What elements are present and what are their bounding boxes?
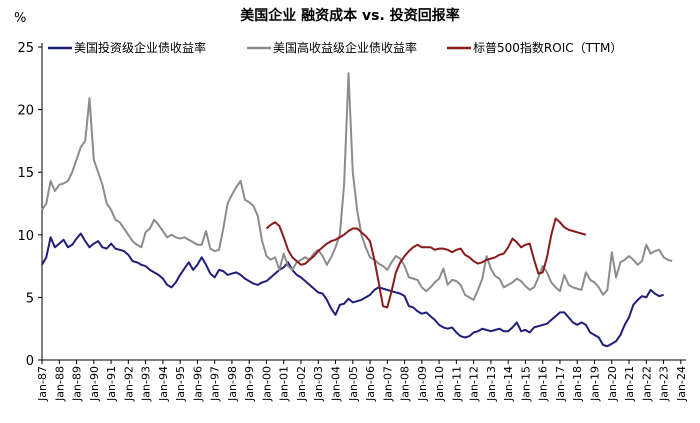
- x-tick-label: Jan-02: [295, 366, 308, 402]
- x-tick-label: Jan-11: [450, 366, 463, 402]
- x-tick-label: Jan-95: [174, 366, 187, 402]
- x-tick-label: Jan-03: [312, 366, 325, 402]
- x-tick-label: Jan-99: [243, 366, 256, 402]
- axes: [41, 43, 686, 361]
- x-tick-label: Jan-21: [623, 366, 636, 402]
- x-tick-label: Jan-10: [433, 366, 446, 402]
- y-tick-label: 20: [17, 104, 34, 119]
- x-tick-label: Jan-19: [588, 366, 601, 402]
- y-tick-label: 10: [17, 229, 34, 244]
- x-tick-label: Jan-16: [537, 366, 550, 402]
- legend: 美国投资级企业债收益率 美国高收益级企业债收益率 标普500指数ROIC（TTM）: [48, 40, 622, 55]
- x-tick-label: Jan-20: [606, 366, 619, 402]
- x-tick-label: Jan-14: [502, 366, 515, 402]
- y-axis-ticks: 0 5 10 15 20 25: [17, 41, 42, 369]
- y-tick-label: 25: [17, 41, 34, 56]
- x-tick-label: Jan-97: [209, 366, 222, 402]
- x-tick-label: Jan-00: [260, 366, 273, 402]
- series-lines: [41, 72, 673, 348]
- x-tick-label: Jan-88: [53, 366, 66, 402]
- legend-label-0: 美国投资级企业债收益率: [74, 40, 206, 55]
- x-tick-label: Jan-91: [105, 366, 118, 402]
- x-tick-label: Jan-09: [416, 366, 429, 402]
- x-tick-label: Jan-98: [226, 366, 239, 402]
- y-axis-label: %: [14, 11, 26, 26]
- x-tick-label: Jan-07: [381, 366, 394, 402]
- x-tick-label: Jan-17: [554, 366, 567, 402]
- series-line-2: [265, 217, 587, 309]
- y-tick-label: 5: [26, 291, 34, 306]
- x-tick-label: Jan-94: [157, 366, 170, 402]
- y-tick-label: 0: [26, 354, 34, 369]
- x-tick-label: Jan-08: [399, 366, 412, 402]
- series-line-0: [41, 232, 664, 348]
- x-tick-label: Jan-89: [71, 366, 84, 402]
- legend-label-1: 美国高收益级企业债收益率: [273, 40, 417, 55]
- x-tick-label: Jan-06: [364, 366, 377, 402]
- x-tick-label: Jan-22: [640, 366, 653, 402]
- x-tick-label: Jan-87: [36, 366, 49, 402]
- x-tick-label: Jan-04: [330, 366, 343, 402]
- legend-label-2: 标普500指数ROIC（TTM）: [473, 40, 622, 55]
- x-tick-label: Jan-93: [140, 366, 153, 402]
- x-tick-label: Jan-15: [519, 366, 532, 402]
- x-tick-label: Jan-13: [485, 366, 498, 402]
- x-tick-label: Jan-18: [571, 366, 584, 402]
- x-tick-label: Jan-92: [122, 366, 135, 402]
- x-tick-label: Jan-96: [191, 366, 204, 402]
- x-tick-label: Jan-01: [278, 366, 291, 402]
- x-tick-label: Jan-90: [88, 366, 101, 402]
- y-tick-label: 15: [17, 166, 34, 181]
- series-line-1: [41, 72, 673, 301]
- x-axis-ticks: Jan-87 Jan-88 Jan-89 Jan-90 Jan-91 Jan-92 Jan-…: [36, 360, 688, 402]
- x-tick-label: Jan-23: [658, 366, 671, 402]
- chart-title: 美国企业 融资成本 vs. 投资回报率: [240, 7, 459, 24]
- x-tick-label: Jan-24: [675, 366, 688, 402]
- x-tick-label: Jan-12: [468, 366, 481, 402]
- x-tick-label: Jan-05: [347, 366, 360, 402]
